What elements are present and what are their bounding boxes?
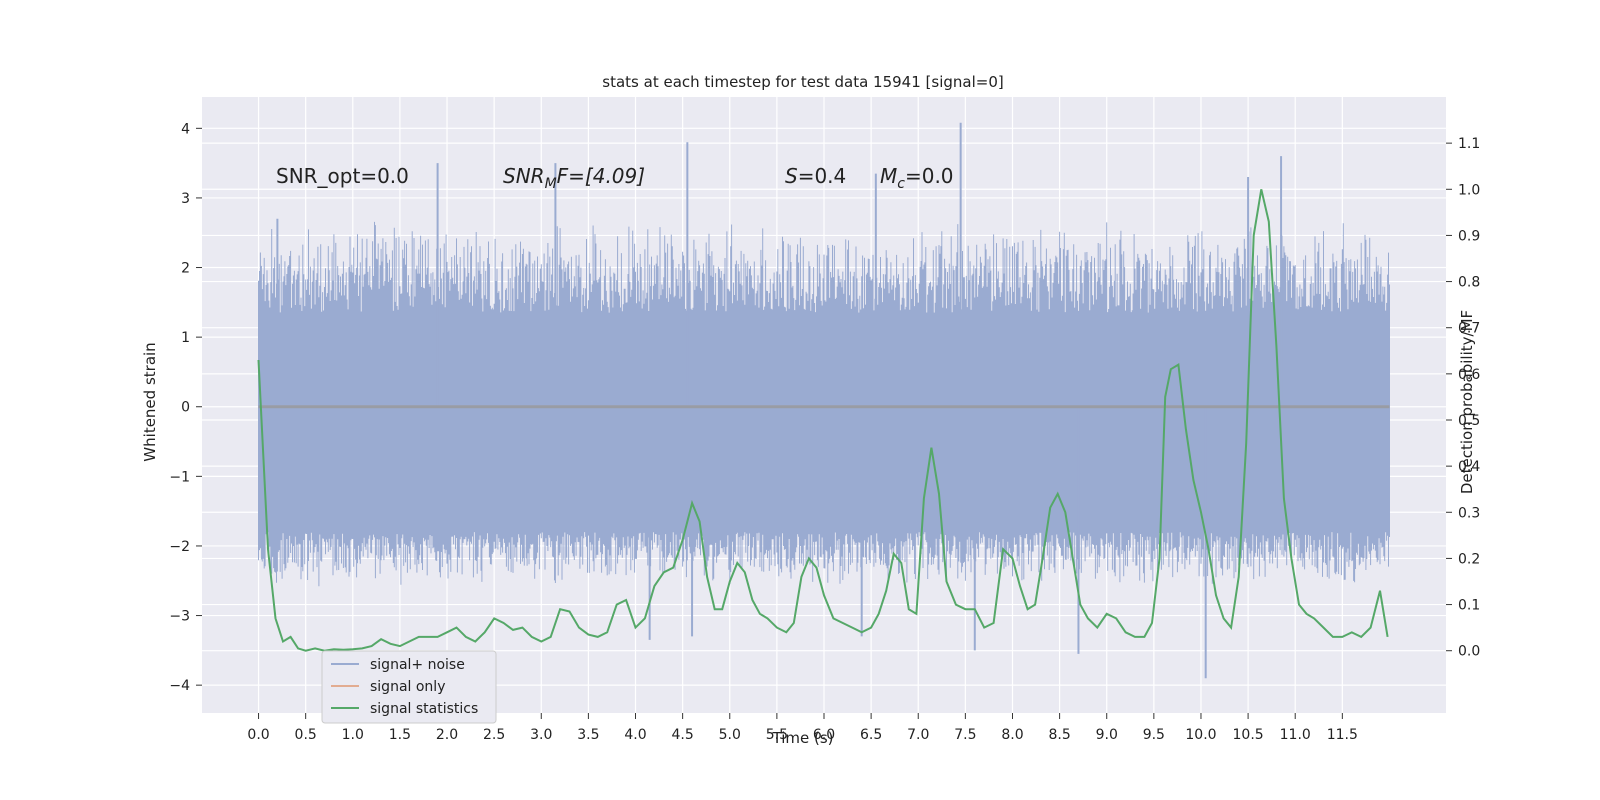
x-tick-label: 7.5 — [954, 727, 976, 743]
x-tick-label: 9.5 — [1143, 727, 1165, 743]
y2-axis-ticks: 1.1 1.0 0.9 0.8 0.7 0.6 0.5 0.4 0.3 0.2 0.1 0.0 — [1446, 136, 1480, 660]
x-tick-label: 1.0 — [342, 727, 364, 743]
x-axis-label: Time (s) — [772, 729, 834, 747]
x-tick-label: 6.5 — [860, 727, 882, 743]
y-tick-label: 4 — [181, 121, 190, 137]
x-tick-label: 2.5 — [483, 727, 505, 743]
x-tick-label: 8.0 — [1001, 727, 1023, 743]
y-tick-label: 1 — [181, 330, 190, 346]
x-tick-label: 6.0 — [813, 727, 835, 743]
y2-tick-label: 0.4 — [1458, 459, 1480, 475]
legend-label-signal-statistics: signal statistics — [370, 701, 478, 717]
annotation-s: S=0.4 — [785, 164, 846, 188]
x-tick-label: 3.5 — [577, 727, 599, 743]
y2-tick-label: 0.6 — [1458, 367, 1480, 383]
y2-tick-label: 1.0 — [1458, 182, 1480, 198]
annotation-mc-symbol: M — [880, 164, 897, 188]
y2-tick-label: 0.8 — [1458, 275, 1480, 291]
annotation-s-value: =0.4 — [798, 164, 847, 188]
annotation-s-symbol: S — [785, 164, 798, 188]
y2-tick-label: 0.3 — [1458, 505, 1480, 521]
y2-tick-label: 0.2 — [1458, 551, 1480, 567]
x-tick-label: 5.0 — [719, 727, 741, 743]
annotation-snr-mf-symbol: SNR — [503, 164, 545, 188]
y2-tick-label: 0.7 — [1458, 321, 1480, 337]
x-tick-label: 10.5 — [1233, 727, 1264, 743]
legend: signal+ noise signal only signal statist… — [321, 650, 497, 724]
annotation-snr-mf-value: F=[4.09] — [557, 164, 645, 188]
legend-label-signal-noise: signal+ noise — [370, 657, 465, 673]
x-tick-label: 4.0 — [624, 727, 646, 743]
x-tick-label: 0.5 — [295, 727, 317, 743]
annotation-snr-mf-subscript: M — [545, 176, 557, 192]
x-tick-label: 4.5 — [672, 727, 694, 743]
y-tick-label: −3 — [169, 609, 190, 625]
y2-axis-label: Detection probability/MF — [1458, 310, 1476, 494]
y-axis-label: Whitened strain — [141, 342, 159, 461]
y-tick-label: 3 — [181, 191, 190, 207]
y-tick-label: −4 — [169, 678, 190, 694]
annotation-snr-opt: SNR_opt=0.0 — [276, 164, 409, 188]
y-axis-ticks: 4 3 2 1 0 −1 −2 −3 −4 — [169, 121, 202, 694]
x-tick-label: 3.0 — [530, 727, 552, 743]
annotation-snr-mf: SNRMF=[4.09] — [503, 164, 645, 192]
chart-title: stats at each timestep for test data 159… — [602, 73, 1003, 91]
y-tick-label: 2 — [181, 261, 190, 277]
y2-tick-label: 0.5 — [1458, 413, 1480, 429]
legend-box — [321, 650, 497, 724]
y2-tick-label: 0.1 — [1458, 598, 1480, 614]
y-tick-label: −1 — [169, 469, 190, 485]
x-tick-label: 5.5 — [766, 727, 788, 743]
y2-tick-label: 0.0 — [1458, 644, 1480, 660]
y2-tick-label: 0.9 — [1458, 228, 1480, 244]
y2-tick-label: 1.1 — [1458, 136, 1480, 152]
x-tick-label: 8.5 — [1048, 727, 1070, 743]
x-tick-label: 1.5 — [389, 727, 411, 743]
x-axis-ticks: 0.0 0.5 1.0 1.5 2.0 2.5 3.0 3.5 4.0 4.5 5.0 5.5 6.0 6… — [247, 713, 1358, 743]
annotation-mc-subscript: c — [897, 176, 905, 192]
x-tick-label: 2.0 — [436, 727, 458, 743]
x-tick-label: 11.0 — [1280, 727, 1311, 743]
y-tick-label: −2 — [169, 539, 190, 555]
y-tick-label: 0 — [181, 400, 190, 416]
x-tick-label: 10.0 — [1185, 727, 1216, 743]
x-tick-label: 11.5 — [1327, 727, 1358, 743]
annotation-mc: Mc=0.0 — [880, 164, 954, 192]
annotation-mc-value: =0.0 — [905, 164, 954, 188]
x-tick-label: 9.0 — [1096, 727, 1118, 743]
x-tick-label: 0.0 — [247, 727, 269, 743]
series-signal-statistics — [257, 189, 1389, 652]
x-tick-label: 7.0 — [907, 727, 929, 743]
legend-label-signal-only: signal only — [370, 679, 445, 695]
